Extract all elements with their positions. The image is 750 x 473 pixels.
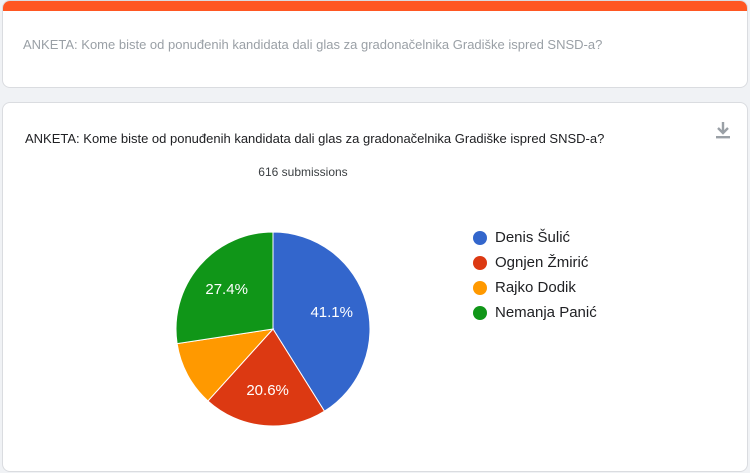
legend-swatch	[473, 280, 487, 295]
download-icon[interactable]	[713, 119, 733, 141]
pie-slice-label: 27.4%	[205, 281, 248, 298]
header-question-text: ANKETA: Kome biste od ponuđenih kandidat…	[23, 37, 603, 52]
legend-label: Ognjen Žmirić	[495, 254, 589, 271]
results-card: ANKETA: Kome biste od ponuđenih kandidat…	[2, 102, 748, 472]
pie-slice-1[interactable]	[207, 328, 326, 427]
legend-label: Denis Šulić	[495, 229, 571, 246]
legend-swatch	[473, 230, 487, 245]
legend-label: Nemanja Panić	[495, 304, 597, 321]
submissions-count: 616 submissions	[258, 165, 348, 179]
question-header-card: ANKETA: Kome biste od ponuđenih kandidat…	[2, 0, 748, 88]
legend-item[interactable]: Rajko Dodik	[473, 279, 597, 296]
pie-slice-label: 20.6%	[246, 382, 289, 399]
legend-item[interactable]: Ognjen Žmirić	[473, 254, 597, 271]
chart-legend: Denis Šulić Ognjen Žmirić Rajko Dodik Neman…	[473, 229, 597, 329]
legend-item[interactable]: Denis Šulić	[473, 229, 597, 246]
legend-swatch	[473, 255, 487, 270]
pie-slice-0[interactable]	[272, 231, 371, 412]
pie-slice-label: 41.1%	[310, 304, 353, 321]
header-accent-stripe	[3, 1, 747, 11]
pie-slice-3[interactable]	[175, 231, 274, 345]
pie-chart: 41.1% 20.6% 27.4%	[175, 231, 371, 427]
chart-title: ANKETA: Kome biste od ponuđenih kandidat…	[25, 131, 605, 146]
legend-label: Rajko Dodik	[495, 279, 576, 296]
legend-item[interactable]: Nemanja Panić	[473, 304, 597, 321]
pie-slice-2[interactable]	[176, 328, 275, 402]
legend-swatch	[473, 305, 487, 320]
